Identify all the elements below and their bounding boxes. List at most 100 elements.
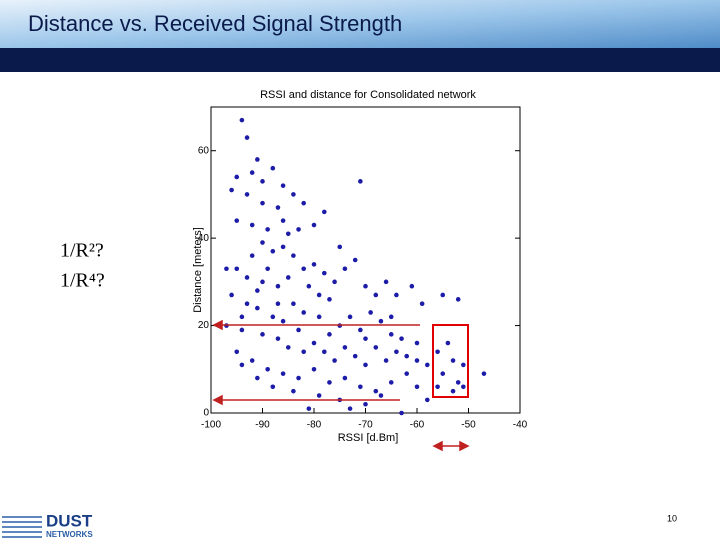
point bbox=[270, 384, 276, 390]
point bbox=[332, 358, 337, 363]
logo: DUST NETWORKS bbox=[2, 511, 93, 539]
point bbox=[347, 406, 353, 411]
point bbox=[270, 165, 276, 171]
point bbox=[342, 345, 348, 350]
x-tick-label: -70 bbox=[358, 420, 373, 431]
point bbox=[229, 187, 234, 193]
point bbox=[383, 358, 389, 363]
point bbox=[306, 406, 312, 411]
point bbox=[249, 358, 255, 363]
point bbox=[249, 222, 255, 228]
x-axis-label: RSSI [d.Bm] bbox=[338, 432, 399, 444]
point bbox=[275, 205, 281, 210]
point bbox=[450, 358, 456, 363]
point bbox=[244, 135, 250, 140]
point bbox=[316, 393, 322, 398]
point bbox=[425, 397, 430, 403]
point bbox=[249, 253, 255, 258]
point bbox=[255, 157, 260, 162]
point bbox=[363, 362, 368, 368]
point bbox=[373, 388, 379, 394]
point bbox=[394, 349, 399, 355]
point bbox=[419, 301, 425, 307]
point bbox=[285, 231, 291, 237]
point bbox=[383, 279, 389, 285]
y-tick-label: 20 bbox=[198, 320, 210, 331]
y-tick-label: 0 bbox=[203, 408, 209, 419]
point bbox=[280, 183, 286, 188]
point bbox=[455, 380, 461, 385]
point bbox=[311, 340, 317, 346]
arrows bbox=[212, 319, 470, 452]
point bbox=[265, 227, 270, 232]
point bbox=[234, 218, 240, 223]
point bbox=[440, 292, 446, 298]
point bbox=[239, 314, 245, 320]
point bbox=[388, 314, 394, 320]
point bbox=[291, 192, 296, 197]
highlight-box bbox=[432, 324, 469, 398]
slide-title: Distance vs. Received Signal Strength bbox=[28, 11, 402, 36]
point bbox=[260, 279, 265, 285]
point bbox=[270, 314, 276, 320]
header-bar bbox=[0, 48, 720, 72]
point bbox=[229, 292, 234, 298]
point bbox=[311, 366, 317, 372]
point bbox=[239, 327, 245, 333]
point bbox=[260, 179, 265, 184]
point bbox=[461, 384, 466, 390]
point bbox=[373, 292, 379, 298]
point bbox=[275, 301, 281, 307]
point bbox=[322, 270, 327, 276]
y-tick-label: 60 bbox=[198, 145, 210, 156]
point bbox=[275, 336, 281, 341]
point bbox=[244, 301, 250, 307]
chart-title: RSSI and distance for Consolidated netwo… bbox=[260, 89, 476, 101]
point bbox=[363, 283, 368, 289]
point bbox=[337, 244, 343, 250]
point bbox=[244, 192, 250, 197]
point bbox=[306, 283, 312, 289]
point bbox=[440, 371, 446, 376]
point bbox=[249, 170, 255, 175]
point bbox=[270, 248, 276, 254]
point bbox=[234, 349, 240, 355]
point bbox=[409, 283, 415, 289]
point bbox=[358, 384, 363, 390]
x-tick-label: -80 bbox=[307, 420, 322, 431]
point bbox=[322, 349, 327, 355]
point bbox=[378, 393, 384, 398]
point bbox=[378, 318, 384, 324]
point bbox=[316, 292, 322, 298]
annotation: 1/R⁴? bbox=[60, 270, 105, 292]
x-tick-label: -60 bbox=[410, 420, 425, 431]
point bbox=[296, 375, 301, 381]
point bbox=[255, 305, 260, 311]
x-tick-label: -50 bbox=[461, 420, 476, 431]
point bbox=[435, 384, 440, 390]
point bbox=[275, 283, 281, 289]
point bbox=[265, 366, 270, 372]
point bbox=[414, 340, 420, 346]
point bbox=[388, 380, 394, 385]
point bbox=[404, 353, 410, 359]
point bbox=[425, 362, 430, 368]
point bbox=[373, 345, 379, 350]
point bbox=[327, 332, 332, 337]
point bbox=[435, 349, 440, 355]
y-axis-label: Distance [meters] bbox=[192, 227, 204, 313]
point bbox=[260, 332, 265, 337]
point bbox=[234, 266, 240, 272]
point bbox=[404, 371, 410, 376]
point bbox=[280, 318, 286, 324]
point bbox=[316, 314, 322, 320]
point bbox=[296, 227, 301, 232]
point bbox=[327, 297, 332, 302]
point bbox=[280, 218, 286, 223]
y-tick-label: 40 bbox=[198, 233, 210, 244]
point bbox=[296, 327, 301, 333]
point bbox=[280, 371, 286, 376]
point bbox=[388, 332, 394, 337]
point bbox=[239, 117, 245, 123]
